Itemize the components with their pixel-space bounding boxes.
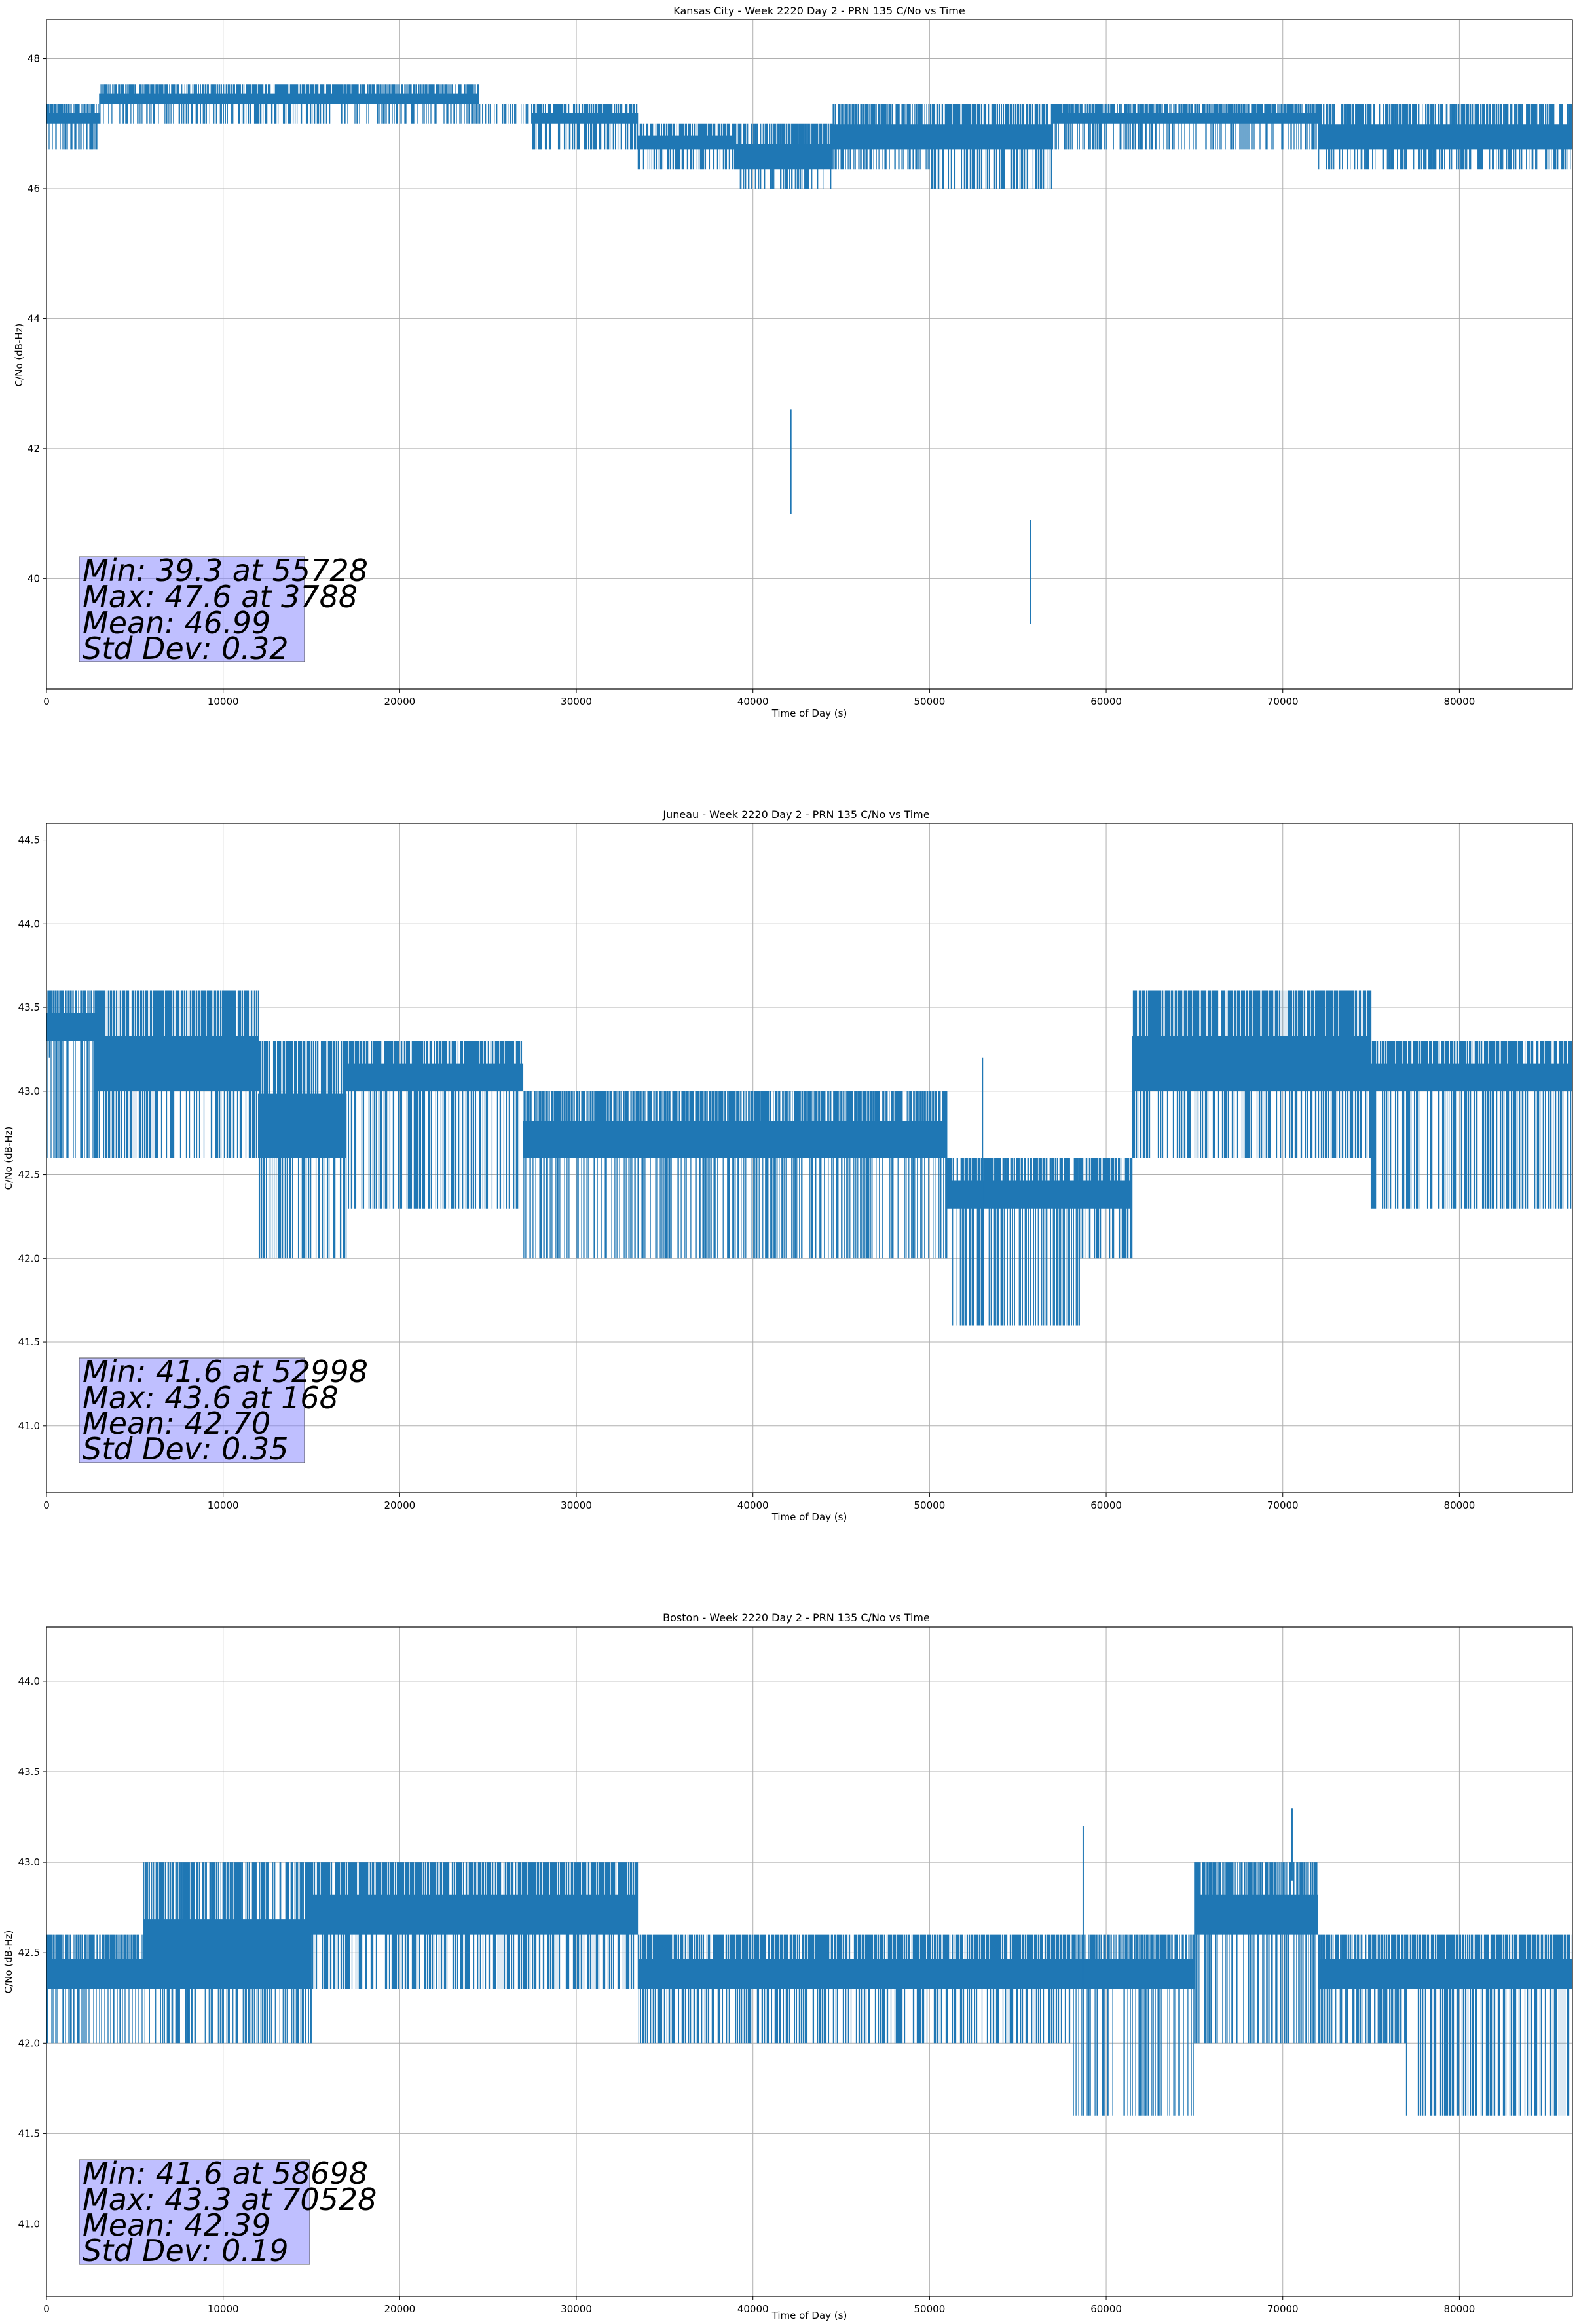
stat-min: Min: 39.3 at 55728 (83, 553, 368, 588)
x-tick-label: 30000 (561, 696, 592, 707)
x-tick-label: 60000 (1090, 696, 1122, 707)
y-tick-label: 42.5 (18, 1169, 40, 1181)
x-tick-label: 80000 (1444, 696, 1475, 707)
x-tick-label: 10000 (208, 1499, 239, 1511)
plot-frame (46, 19, 1573, 690)
cno-series (46, 1808, 1573, 2116)
plot-frame (46, 823, 1573, 1493)
stat-max: Max: 43.6 at 168 (83, 1380, 339, 1415)
stats-box-background (79, 2159, 310, 2265)
y-tick-label: 41.0 (18, 1420, 40, 1432)
y-tick-label: 44.5 (18, 834, 40, 846)
y-tick-label: 42.5 (18, 1947, 40, 1959)
y-axis-ticks: 41.0 41.5 42.0 42.5 43.0 43.5 44.0 (18, 1676, 46, 2230)
y-axis-label: C/No (dB-Hz) (3, 1127, 14, 1190)
boston-panel: Boston - Week 2220 Day 2 - PRN 135 C/No … (3, 1611, 1573, 2321)
x-tick-label: 20000 (384, 696, 415, 707)
cno-series (46, 990, 1573, 1326)
stats-box: Min: 39.3 at 55728 Max: 47.6 at 3788 Mea… (79, 553, 368, 666)
y-tick-label: 43.0 (18, 1085, 40, 1097)
x-tick-label: 50000 (914, 1499, 946, 1511)
stats-box-background (79, 556, 305, 662)
stat-mean: Mean: 42.70 (83, 1406, 270, 1441)
y-tick-label: 40 (28, 572, 40, 584)
y-tick-label: 42.0 (18, 1252, 40, 1264)
juneau-panel: Juneau - Week 2220 Day 2 - PRN 135 C/No … (3, 808, 1573, 1523)
x-tick-label: 50000 (914, 2303, 946, 2315)
x-axis-ticks: 0 10000 20000 30000 40000 50000 60000 70000 8000… (43, 689, 1475, 707)
stat-mean: Mean: 46.99 (83, 605, 270, 641)
y-tick-label: 46 (28, 183, 40, 195)
y-axis-label: C/No (dB-Hz) (3, 1930, 14, 1994)
x-tick-label: 40000 (737, 2303, 769, 2315)
y-axis-label: C/No (dB-Hz) (13, 324, 25, 387)
stat-std: Std Dev: 0.32 (83, 631, 289, 666)
plot-title: Juneau - Week 2220 Day 2 - PRN 135 C/No … (662, 808, 929, 821)
x-axis-ticks: 0 10000 20000 30000 40000 50000 60000 70000 8000… (43, 2296, 1475, 2315)
cno-series (46, 84, 1573, 624)
x-axis-label: Time of Day (s) (771, 1511, 847, 1523)
x-tick-label: 0 (43, 696, 50, 707)
stats-box: Min: 41.6 at 52998 Max: 43.6 at 168 Mean… (79, 1354, 368, 1467)
y-tick-label: 44.0 (18, 1676, 40, 1687)
y-tick-label: 41.5 (18, 1336, 40, 1348)
x-tick-label: 20000 (384, 2303, 415, 2315)
plot-title: Boston - Week 2220 Day 2 - PRN 135 C/No … (663, 1611, 930, 1624)
x-tick-label: 0 (43, 2303, 50, 2315)
x-tick-label: 30000 (561, 1499, 592, 1511)
y-tick-label: 41.0 (18, 2219, 40, 2230)
stats-box-background (79, 1357, 305, 1463)
stat-max: Max: 47.6 at 3788 (83, 579, 358, 614)
x-tick-label: 40000 (737, 696, 769, 707)
y-tick-label: 43.5 (18, 1766, 40, 1778)
stats-box: Min: 41.6 at 58698 Max: 43.3 at 70528 Me… (79, 2156, 377, 2268)
x-tick-label: 60000 (1090, 2303, 1122, 2315)
y-tick-label: 42 (28, 443, 40, 455)
x-tick-label: 70000 (1267, 1499, 1299, 1511)
x-axis-ticks: 0 10000 20000 30000 40000 50000 60000 70000 8000… (43, 1493, 1475, 1511)
stat-min: Min: 41.6 at 52998 (83, 1354, 368, 1389)
plot-title: Kansas City - Week 2220 Day 2 - PRN 135 … (673, 5, 965, 17)
x-tick-label: 40000 (737, 1499, 769, 1511)
series-band (46, 84, 1573, 189)
x-axis-label: Time of Day (s) (771, 2310, 847, 2321)
x-tick-label: 70000 (1267, 2303, 1299, 2315)
plot-frame (46, 1626, 1573, 2297)
x-tick-label: 30000 (561, 2303, 592, 2315)
y-tick-label: 44 (28, 312, 40, 324)
stat-std: Std Dev: 0.19 (83, 2233, 289, 2268)
stat-max: Max: 43.3 at 70528 (83, 2182, 377, 2217)
y-axis-ticks: 41.0 41.5 42.0 42.5 43.0 43.5 44.0 44.5 (18, 834, 46, 1432)
series-band (46, 1862, 1573, 2116)
x-tick-label: 80000 (1444, 2303, 1475, 2315)
x-tick-label: 20000 (384, 1499, 415, 1511)
x-tick-label: 10000 (208, 2303, 239, 2315)
y-tick-label: 44.0 (18, 918, 40, 929)
stat-mean: Mean: 42.39 (83, 2207, 270, 2243)
stat-std: Std Dev: 0.35 (83, 1431, 289, 1467)
x-tick-label: 0 (43, 1499, 50, 1511)
x-axis-label: Time of Day (s) (771, 707, 847, 719)
x-tick-label: 60000 (1090, 1499, 1122, 1511)
series-band (46, 990, 1573, 1326)
y-tick-label: 48 (28, 53, 40, 65)
x-tick-label: 50000 (914, 696, 946, 707)
y-tick-label: 41.5 (18, 2127, 40, 2139)
stat-min: Min: 41.6 at 58698 (83, 2156, 368, 2191)
x-tick-label: 10000 (208, 696, 239, 707)
kansas-city-panel: Kansas City - Week 2220 Day 2 - PRN 135 … (13, 5, 1573, 719)
y-tick-label: 43.5 (18, 1002, 40, 1013)
x-tick-label: 80000 (1444, 1499, 1475, 1511)
y-tick-label: 42.0 (18, 2037, 40, 2049)
y-axis-ticks: 40 42 44 46 48 (28, 53, 46, 584)
y-tick-label: 43.0 (18, 1856, 40, 1868)
x-tick-label: 70000 (1267, 696, 1299, 707)
